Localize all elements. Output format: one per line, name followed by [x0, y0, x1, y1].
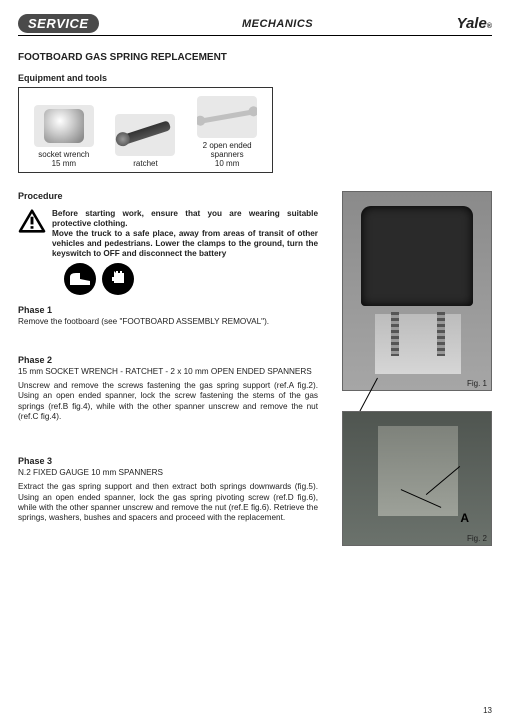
safety-gloves-icon — [102, 263, 134, 295]
phase-3-tools: N.2 FIXED GAUGE 10 mm SPANNERS — [18, 468, 318, 478]
service-badge: SERVICE — [18, 14, 99, 33]
brand-suffix: ® — [487, 23, 492, 30]
tool-label: ratchet — [133, 160, 157, 169]
header-title: MECHANICS — [242, 18, 313, 30]
phase-3-title: Phase 3 — [18, 456, 318, 466]
page-header: SERVICE MECHANICS Yale® — [18, 14, 492, 36]
phase-2-text: Unscrew and remove the screws fastening … — [18, 381, 318, 422]
tool-socket-wrench: socket wrench 15 mm — [24, 105, 104, 169]
warning-text: Before starting work, ensure that you ar… — [52, 209, 318, 258]
tool-label-line: 2 open ended — [203, 141, 252, 150]
figure-2-ref-letter: A — [460, 511, 469, 525]
left-column: Procedure Before starting work, ensure t… — [18, 191, 318, 523]
phase-3-text: Extract the gas spring support and then … — [18, 482, 318, 523]
tool-label: 2 open ended spanners 10 mm — [203, 142, 252, 168]
tool-label-line: ratchet — [133, 159, 157, 168]
warning-line-1: Before starting work, ensure that you ar… — [52, 209, 318, 228]
phase-1-text: Remove the footboard (see "FOOTBOARD ASS… — [18, 317, 318, 327]
figure-2-label: Fig. 2 — [467, 534, 487, 543]
phase-2-tools: 15 mm SOCKET WRENCH - RATCHET - 2 x 10 m… — [18, 367, 318, 377]
phase-1-title: Phase 1 — [18, 305, 318, 315]
figure-1: Fig. 1 — [342, 191, 492, 391]
figure-1-label: Fig. 1 — [467, 379, 487, 388]
spanners-image — [197, 96, 257, 138]
content-area: Fig. 1 A Fig. 2 Procedure Before startin… — [18, 191, 492, 523]
figure-2: A Fig. 2 — [342, 411, 492, 546]
equipment-heading: Equipment and tools — [18, 73, 492, 83]
tool-label-line: socket wrench — [38, 150, 89, 159]
tool-label-line: 10 mm — [215, 159, 239, 168]
tool-spanners: 2 open ended spanners 10 mm — [187, 96, 267, 168]
section-title: FOOTBOARD GAS SPRING REPLACEMENT — [18, 52, 492, 63]
ppe-icon-row — [64, 263, 318, 295]
tools-box: socket wrench 15 mm ratchet 2 open ended… — [18, 87, 273, 173]
tool-label-line: 15 mm — [52, 159, 76, 168]
procedure-heading: Procedure — [18, 191, 318, 201]
safety-boots-icon — [64, 263, 96, 295]
ratchet-image — [115, 114, 175, 156]
phase-2-title: Phase 2 — [18, 355, 318, 365]
page-number: 13 — [483, 706, 492, 715]
tool-label: socket wrench 15 mm — [38, 151, 89, 169]
brand-text: Yale — [457, 15, 487, 32]
socket-wrench-image — [34, 105, 94, 147]
brand-logo: Yale® — [457, 15, 492, 32]
warning-line-2: Move the truck to a safe place, away fro… — [52, 229, 318, 258]
tool-ratchet: ratchet — [105, 114, 185, 169]
tool-label-line: spanners — [211, 150, 244, 159]
warning-icon — [18, 209, 46, 233]
warning-block: Before starting work, ensure that you ar… — [18, 209, 318, 258]
